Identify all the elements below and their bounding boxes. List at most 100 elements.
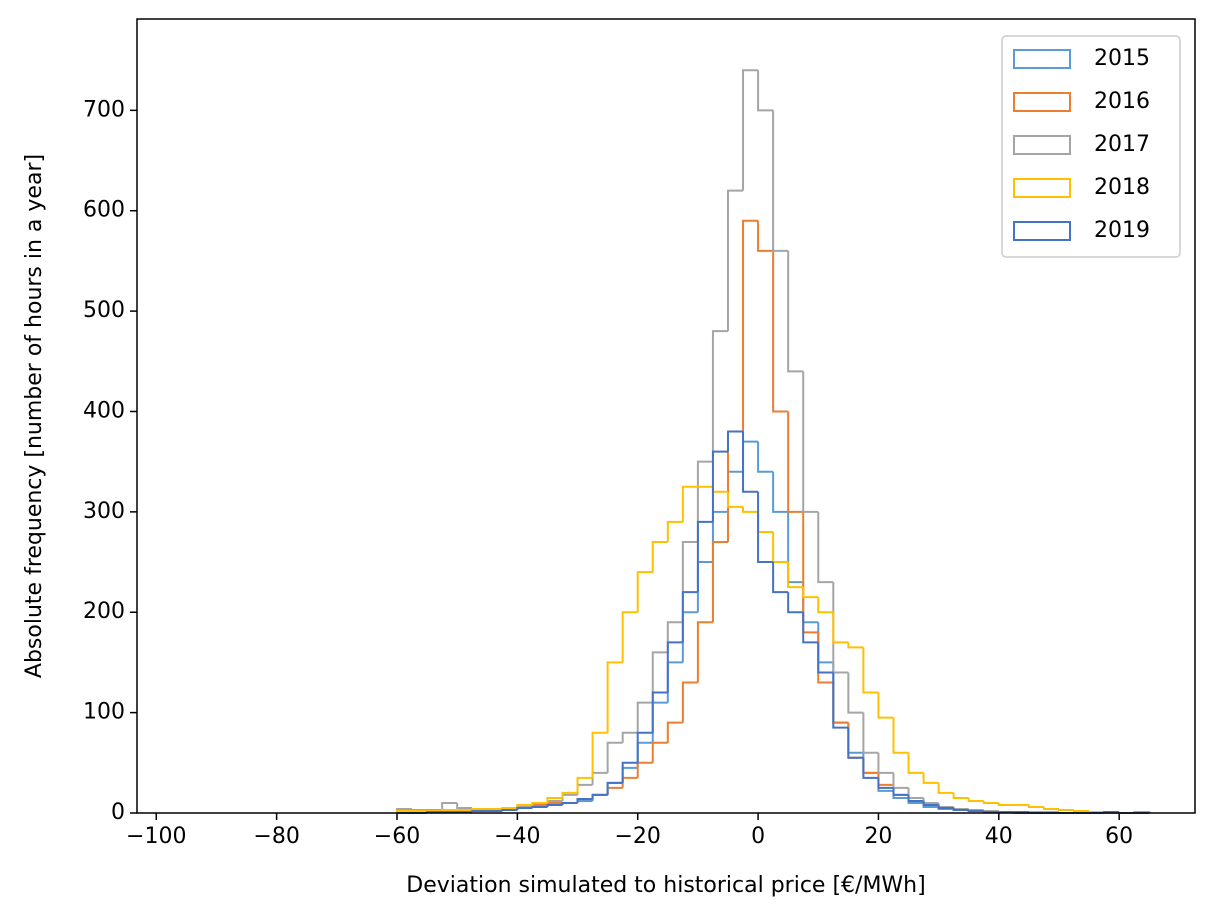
histogram-step <box>606 781 623 795</box>
histogram-step <box>441 808 458 811</box>
histogram-step <box>621 611 638 663</box>
histogram-step <box>681 681 698 723</box>
histogram-step <box>1088 810 1105 813</box>
histogram-step <box>651 540 668 573</box>
histogram-step <box>802 587 819 599</box>
histogram-step <box>817 642 834 674</box>
legend-label: 2016 <box>1094 89 1150 114</box>
histogram-step <box>772 471 789 513</box>
histogram-step <box>832 612 849 644</box>
histogram-step <box>681 591 698 643</box>
histogram-step <box>922 800 939 806</box>
histogram-step <box>726 430 744 452</box>
histogram-step <box>501 806 518 809</box>
x-tick-label: 40 <box>985 824 1013 849</box>
histogram-step <box>621 761 638 783</box>
histogram-step <box>937 782 954 794</box>
histogram-step <box>787 562 804 589</box>
histogram-step <box>832 672 849 729</box>
histogram-step <box>651 741 668 763</box>
histogram-step <box>561 801 578 805</box>
y-tick-label: 100 <box>83 700 125 725</box>
histogram-step <box>681 485 698 522</box>
y-tick-label: 0 <box>111 800 125 825</box>
histogram-step <box>726 189 744 332</box>
histogram-step <box>877 692 894 719</box>
histogram-step <box>757 220 774 252</box>
legend-swatch <box>1013 221 1071 241</box>
histogram-step <box>787 250 804 373</box>
y-tick-label: 600 <box>83 198 125 223</box>
histogram-step <box>787 592 804 614</box>
histogram-step <box>636 701 653 733</box>
histogram-step <box>997 802 1014 806</box>
histogram-step <box>817 511 834 584</box>
histogram-step <box>772 562 789 594</box>
histogram-step <box>696 460 713 542</box>
y-tick-label: 700 <box>83 97 125 122</box>
histogram-step <box>576 776 593 793</box>
histogram-step <box>802 612 819 644</box>
y-tick-label: 200 <box>83 599 125 624</box>
histogram-step <box>982 809 999 812</box>
histogram-step <box>1057 808 1075 811</box>
histogram-step <box>711 330 728 462</box>
histogram-step <box>591 731 608 778</box>
histogram-step <box>757 70 774 112</box>
x-tick-label: −20 <box>614 824 660 849</box>
histogram-step <box>411 808 428 811</box>
legend-swatch <box>1013 178 1071 198</box>
histogram-step <box>546 803 563 807</box>
histogram-step <box>651 691 668 733</box>
x-tick-label: 0 <box>751 824 765 849</box>
histogram-step <box>1042 806 1059 810</box>
histogram-step <box>726 491 744 508</box>
plot-frame <box>136 18 1196 814</box>
x-tick-label: 20 <box>864 824 892 849</box>
histogram-step <box>696 621 713 683</box>
histogram-step <box>666 520 683 542</box>
histogram-step <box>967 797 984 802</box>
histogram-step <box>952 807 969 811</box>
histogram-step <box>471 809 488 812</box>
histogram-step <box>516 806 533 810</box>
histogram-step <box>802 371 819 513</box>
histogram-step <box>772 110 789 252</box>
histogram-step <box>892 787 909 796</box>
x-tick-label: −80 <box>253 824 299 849</box>
histogram-step <box>787 411 804 513</box>
histogram-step <box>711 450 728 522</box>
histogram-step <box>847 672 864 714</box>
y-tick-label: 400 <box>83 398 125 423</box>
histogram-step <box>1073 809 1090 812</box>
histogram-step <box>1027 804 1044 808</box>
legend-label: 2017 <box>1094 132 1150 157</box>
histogram-step <box>651 651 668 703</box>
histogram-step <box>742 506 759 513</box>
legend-box <box>1001 35 1181 258</box>
legend-swatch <box>1013 135 1071 155</box>
histogram-step <box>847 727 864 759</box>
legend-swatch <box>1013 49 1071 69</box>
legend-label: 2015 <box>1094 46 1150 71</box>
histogram-step <box>666 721 683 743</box>
histogram-step <box>742 431 759 493</box>
histogram-step <box>862 712 879 754</box>
histogram-step <box>772 250 789 413</box>
histogram-step <box>471 807 488 810</box>
histogram-step <box>877 752 894 774</box>
histogram-step <box>546 796 563 803</box>
histogram-step <box>982 810 999 813</box>
histogram-step <box>982 800 999 804</box>
x-tick-label: −40 <box>494 824 540 849</box>
histogram-step <box>591 793 608 799</box>
histogram-step <box>922 772 939 784</box>
x-axis-label: Deviation simulated to historical price … <box>406 873 925 898</box>
x-tick-label: 60 <box>1105 824 1133 849</box>
histogram-step <box>817 597 834 614</box>
histogram-step <box>892 717 909 754</box>
legend-label: 2018 <box>1094 175 1150 200</box>
histogram-step <box>606 661 623 733</box>
histogram-step <box>757 491 774 564</box>
